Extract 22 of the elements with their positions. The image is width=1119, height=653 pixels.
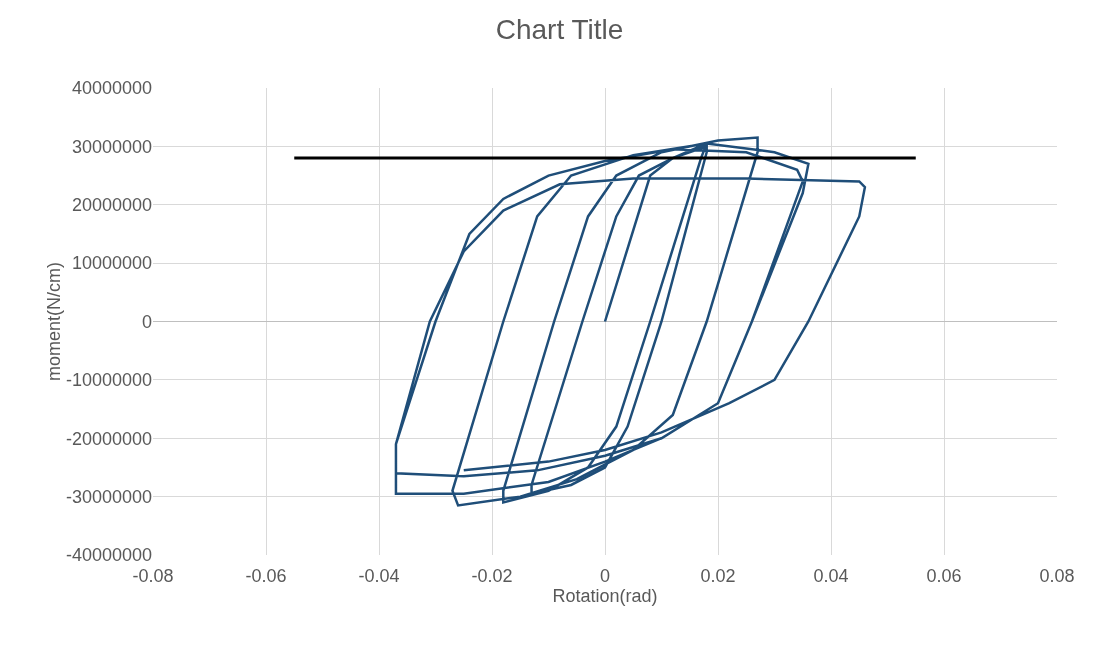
x-tick-label: 0 [599,566,611,586]
y-axis-title: moment(N/cm) [44,261,65,382]
y-tick-label: -40000000 [65,545,152,566]
x-tick-label: -0.06 [245,566,287,586]
x-tick-label: 0.08 [1039,566,1075,586]
x-tick-label: -0.08 [132,566,174,586]
y-tick-label: 10000000 [71,253,152,274]
y-tick-label: -30000000 [65,486,152,507]
x-tick-label: 0.04 [813,566,849,586]
x-tick-label: -0.02 [471,566,513,586]
y-tick-label: -20000000 [65,428,152,449]
y-tick-label: 30000000 [71,136,152,157]
x-tick-label: 0.06 [926,566,962,586]
x-tick-label: 0.02 [700,566,736,586]
line-series [394,136,867,507]
chart-title: Chart Title [495,14,624,46]
x-tick-label: -0.04 [358,566,400,586]
y-tick-label: 40000000 [71,78,152,99]
y-tick-label: -10000000 [65,370,152,391]
y-tick-label: 20000000 [71,195,152,216]
y-tick-label: 0 [141,311,152,332]
x-axis-title: Rotation(rad) [552,586,658,606]
